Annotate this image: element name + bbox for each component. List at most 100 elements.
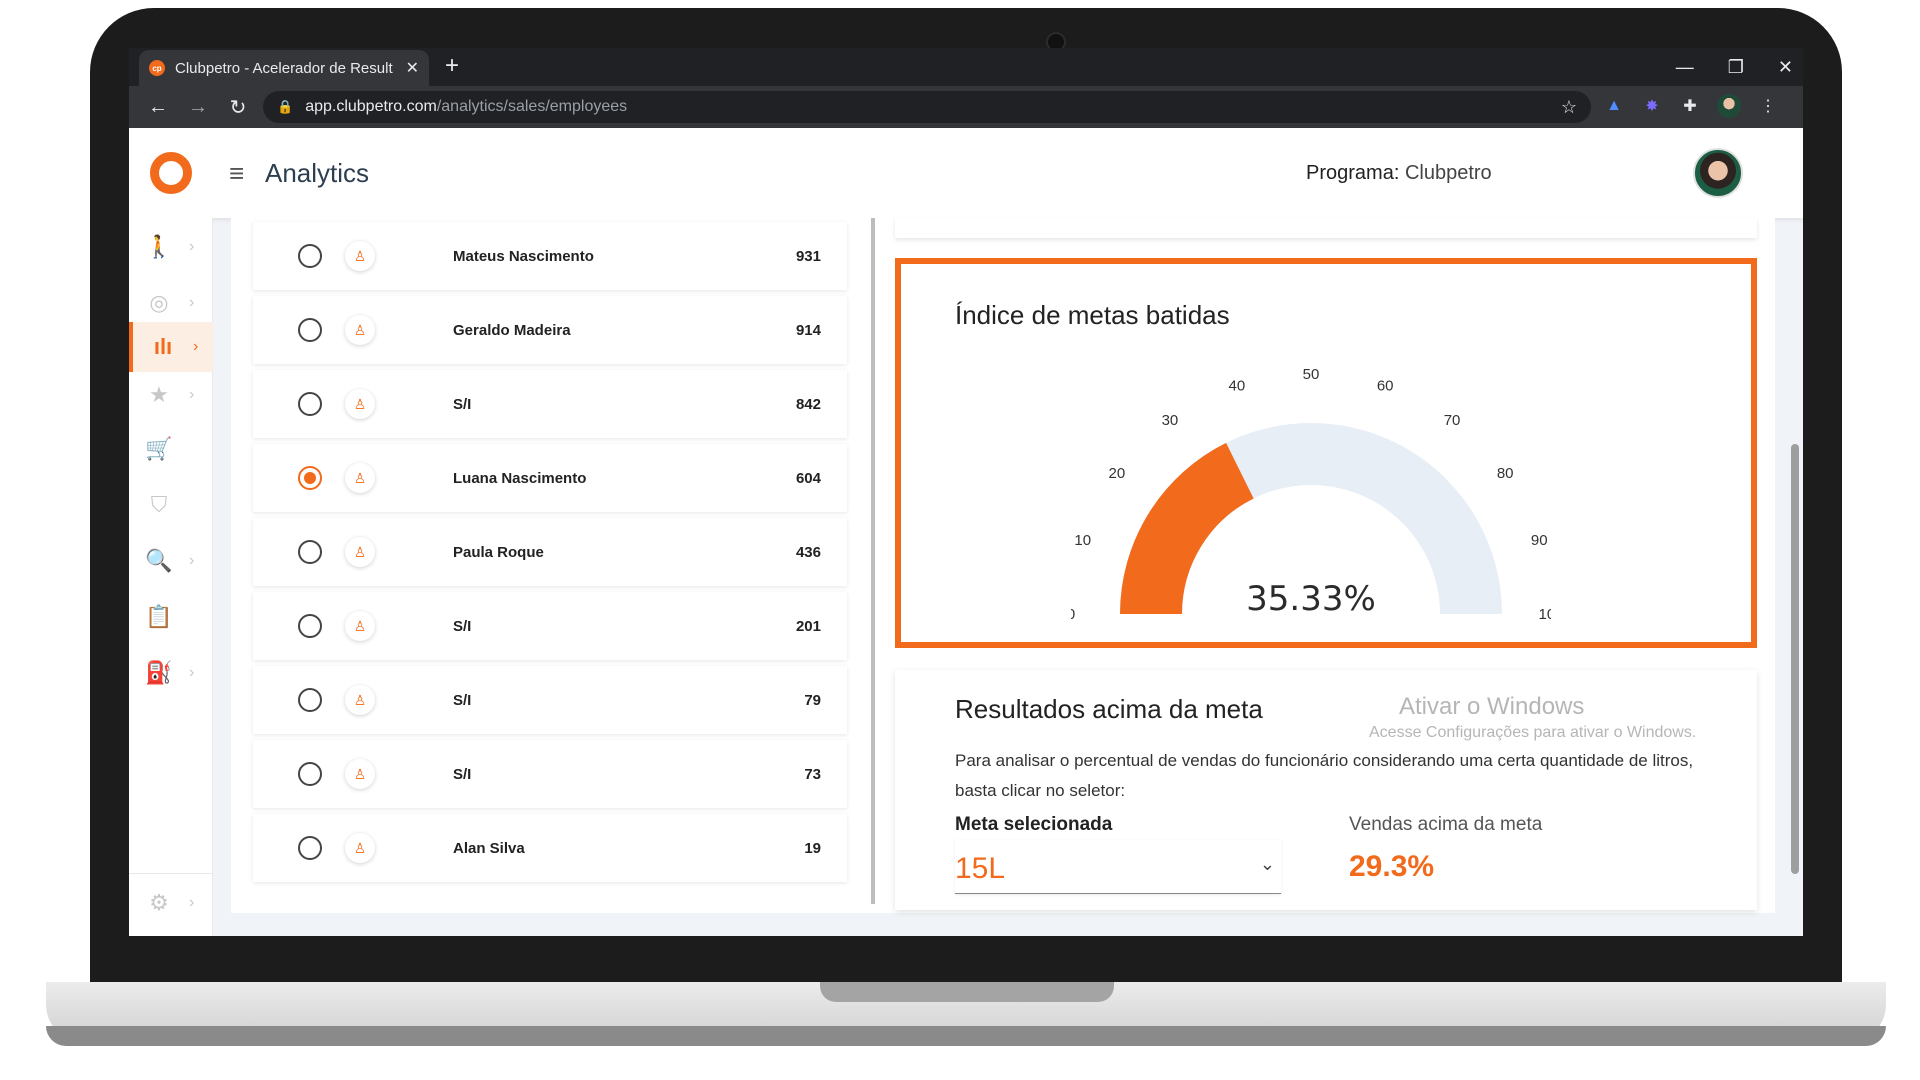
sidebar-item-settings[interactable]: ⚙ › (129, 878, 213, 928)
reload-icon[interactable]: ↻ (229, 96, 247, 119)
clubpetro-logo[interactable] (150, 152, 192, 194)
meta-value: 15L (955, 852, 1006, 885)
minimize-icon[interactable]: — (1675, 56, 1694, 77)
page-scrollbar[interactable] (1791, 444, 1799, 874)
person-icon: ♙ (345, 315, 375, 345)
chevron-right-icon: › (189, 894, 195, 911)
employee-radio[interactable] (298, 614, 322, 638)
employee-radio[interactable] (298, 540, 322, 564)
list-item[interactable]: ♙ Geraldo Madeira 914 (253, 296, 847, 364)
sidebar-item-fuel[interactable]: ⛽ › (129, 648, 213, 698)
browser-profile-avatar[interactable] (1717, 94, 1741, 118)
laptop-notch (820, 982, 1114, 1002)
bookmark-star-icon[interactable]: ☆ (1560, 96, 1577, 117)
gauge-ticks: 0 10 20 30 40 50 60 70 80 90 100 (1071, 366, 1551, 622)
gauge-tick-label: 80 (1497, 465, 1514, 482)
chevron-right-icon: › (189, 238, 195, 255)
employee-radio[interactable] (298, 836, 322, 860)
employee-radio[interactable] (298, 244, 322, 268)
list-item[interactable]: ♙ S/I 842 (253, 370, 847, 438)
browser-tabbar: cp Clubpetro - Acelerador de Result ✕ + … (129, 48, 1803, 86)
vendas-value: 29.3% (1349, 850, 1435, 883)
gauge-tick-label: 0 (1071, 606, 1075, 622)
laptop-base-edge (46, 1026, 1886, 1046)
gauge-tick-label: 100 (1538, 606, 1551, 622)
employee-value: 604 (795, 469, 821, 487)
list-item[interactable]: ♙ Alan Silva 19 (253, 814, 847, 882)
person-icon: ♙ (345, 833, 375, 863)
list-item[interactable]: ♙ Paula Roque 436 (253, 518, 847, 586)
extensions-puzzle-icon[interactable]: ✚ (1683, 98, 1697, 115)
sidebar-item-loyalty[interactable]: ★ › (129, 370, 213, 420)
tab-title: Clubpetro - Acelerador de Result (175, 59, 393, 77)
employee-radio[interactable] (298, 762, 322, 786)
employee-name: Paula Roque (453, 543, 544, 561)
employee-value: 914 (795, 321, 821, 339)
sidebar-item-goals[interactable]: ◎ › (129, 278, 213, 328)
content-panel: ♙ Mateus Nascimento 931 ♙ Geraldo Madeir… (231, 218, 1775, 913)
list-item[interactable]: ♙ Luana Nascimento 604 (253, 444, 847, 512)
lock-icon[interactable]: 🔒 (277, 99, 294, 114)
gauge-chart: 0 10 20 30 40 50 60 70 80 90 100 35.33% (1071, 366, 1551, 622)
previous-card (895, 218, 1757, 238)
windows-activation-subtitle: Acesse Configurações para ativar o Windo… (1369, 724, 1697, 741)
person-icon: ♙ (345, 685, 375, 715)
new-tab-icon[interactable]: + (445, 52, 460, 79)
cart-add-icon: 🛒 (145, 436, 173, 461)
browser-menu-icon[interactable]: ⋮ (1760, 98, 1776, 115)
employee-radio[interactable] (298, 392, 322, 416)
hamburger-menu-icon[interactable]: ≡ (229, 158, 245, 188)
window-controls: — ❐ ✕ (1676, 48, 1793, 86)
employee-radio-selected[interactable] (298, 466, 322, 490)
gauge-value: 35.33% (1246, 579, 1376, 619)
sidebar-item-search[interactable]: 🔍 › (129, 536, 213, 586)
gauge-tick-label: 60 (1377, 378, 1394, 395)
extensions-area: ▲ ✸ ✚ ⋮ (1603, 94, 1779, 118)
sidebar-item-security[interactable]: ⛉ (129, 480, 213, 530)
person-icon: ♙ (345, 389, 375, 419)
sidebar-item-analytics[interactable]: ılı › (129, 322, 213, 372)
target-icon: ◎ (149, 290, 169, 315)
clipboard-icon: 📋 (145, 604, 173, 629)
sidebar-item-shop[interactable]: 🛒 (129, 424, 213, 474)
employee-value: 19 (804, 839, 821, 857)
list-item[interactable]: ♙ Mateus Nascimento 931 (253, 222, 847, 290)
restore-icon[interactable]: ❐ (1727, 56, 1744, 77)
chevron-right-icon: › (189, 664, 195, 681)
star-icon: ★ (149, 382, 169, 407)
employee-radio[interactable] (298, 688, 322, 712)
url-domain: app.clubpetro.com (305, 98, 437, 115)
chevron-right-icon: › (189, 386, 195, 403)
employee-name: Luana Nascimento (453, 469, 587, 487)
list-item[interactable]: ♙ S/I 201 (253, 592, 847, 660)
browser-toolbar: ← → ↻ 🔒 app.clubpetro.com/analytics/sale… (129, 86, 1803, 128)
gauge-tick-label: 70 (1444, 412, 1461, 429)
extension-arrow-icon[interactable]: ▲ (1606, 97, 1622, 114)
address-bar[interactable]: 🔒 app.clubpetro.com/analytics/sales/empl… (263, 91, 1591, 123)
sidebar-divider (129, 873, 213, 874)
chevron-down-icon: ⌄ (1259, 854, 1275, 874)
document-search-icon: 🔍 (145, 548, 173, 573)
url-path: /analytics/sales/employees (436, 98, 628, 115)
list-item[interactable]: ♙ S/I 73 (253, 740, 847, 808)
windows-activation-title: Ativar o Windows (1399, 693, 1585, 720)
list-item[interactable]: ♙ S/I 79 (253, 666, 847, 734)
sidebar-item-reports[interactable]: 📋 (129, 592, 213, 642)
forward-icon[interactable]: → (188, 95, 208, 118)
gauge-tick-label: 90 (1531, 532, 1548, 549)
user-avatar[interactable] (1693, 148, 1743, 198)
meta-selector[interactable]: 15L ⌄ (955, 840, 1281, 894)
gauge-tick-label: 30 (1162, 412, 1179, 429)
back-icon[interactable]: ← (148, 95, 168, 118)
extension-gear-icon[interactable]: ✸ (1645, 98, 1659, 115)
list-scrollbar[interactable] (871, 218, 875, 904)
tab-close-icon[interactable]: ✕ (405, 60, 419, 77)
person-walking-icon: 🚶 (145, 234, 173, 259)
browser-tab[interactable]: cp Clubpetro - Acelerador de Result ✕ (139, 50, 429, 86)
fuel-pump-icon: ⛽ (145, 660, 173, 685)
close-window-icon[interactable]: ✕ (1777, 56, 1793, 77)
employee-radio[interactable] (298, 318, 322, 342)
gauge-tick-label: 50 (1303, 366, 1320, 383)
results-above-goal-card: Resultados acima da meta Para analisar o… (895, 670, 1757, 910)
sidebar-item-customers[interactable]: 🚶 › (129, 222, 213, 272)
